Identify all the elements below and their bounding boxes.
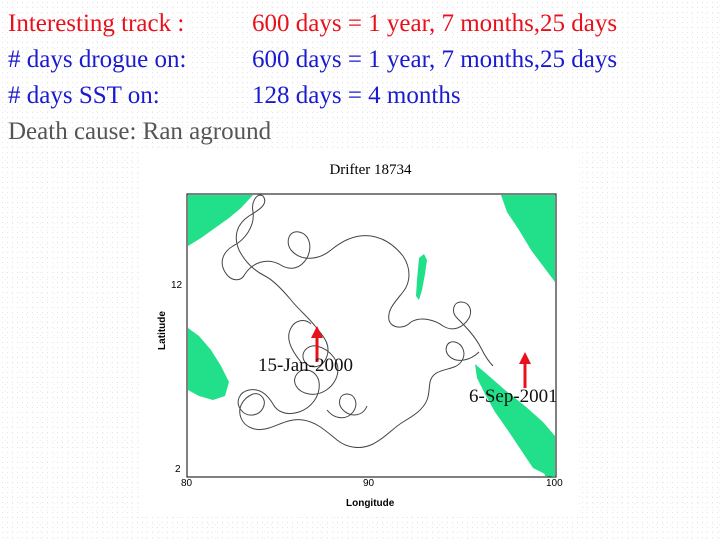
x-tick-label: 90 — [363, 478, 375, 489]
map-title: Drifter 18734 — [329, 162, 412, 178]
start-arrow-head — [311, 326, 323, 338]
track-segment — [272, 325, 339, 415]
stat-row-interesting-track: Interesting track : 600 days = 1 year, 7… — [8, 6, 720, 42]
plot-frame — [186, 193, 557, 478]
stat-label: # days drogue on: — [8, 46, 187, 73]
y-axis-label: Latitude — [156, 311, 168, 350]
track-segment — [288, 320, 312, 363]
landmass-southeast-tip — [543, 466, 555, 477]
track-segment — [410, 301, 494, 367]
track-segment — [244, 231, 412, 328]
stat-label: Interesting track : — [8, 10, 185, 37]
x-axis-label: Longitude — [346, 498, 395, 509]
track-segment — [237, 389, 374, 448]
stat-value: 128 days = 4 months — [252, 82, 461, 109]
y-tick-label: 2 — [175, 464, 181, 475]
stat-value: 600 days = 1 year, 7 months,25 days — [252, 46, 618, 73]
drifter-stats: Interesting track : 600 days = 1 year, 7… — [8, 6, 720, 150]
start-date-label: 15-Jan-2000 — [258, 355, 353, 376]
track-segment — [372, 341, 480, 445]
y-tick-label: 12 — [171, 280, 183, 291]
stat-value: 600 days = 1 year, 7 months,25 days — [252, 10, 618, 37]
x-tick-label: 80 — [181, 478, 193, 489]
stat-label: # days SST on: — [8, 82, 160, 109]
track-segment — [221, 194, 316, 327]
landmass-west-coast — [188, 328, 229, 400]
stat-label: Death cause: Ran aground — [8, 118, 272, 145]
end-arrow-head — [519, 352, 531, 364]
drifter-track-map: Drifter 18734 — [141, 150, 578, 516]
landmass-northwest — [188, 195, 253, 246]
stat-row-sst-on: # days SST on: 128 days = 4 months — [8, 78, 720, 114]
landmass-small-islet — [416, 254, 427, 300]
x-tick-label: 100 — [546, 478, 563, 489]
annotation-arrows — [311, 326, 531, 388]
drifter-track — [221, 194, 494, 448]
stat-row-drogue-on: # days drogue on: 600 days = 1 year, 7 m… — [8, 42, 720, 78]
landmass-southeast-island — [475, 364, 555, 476]
landmass-northeast — [501, 195, 555, 282]
stat-row-death-cause: Death cause: Ran aground — [8, 114, 720, 150]
map-canvas — [186, 193, 557, 478]
end-date-label: 6-Sep-2001 — [469, 386, 558, 407]
track-segment — [326, 393, 368, 419]
land-areas — [188, 195, 555, 477]
